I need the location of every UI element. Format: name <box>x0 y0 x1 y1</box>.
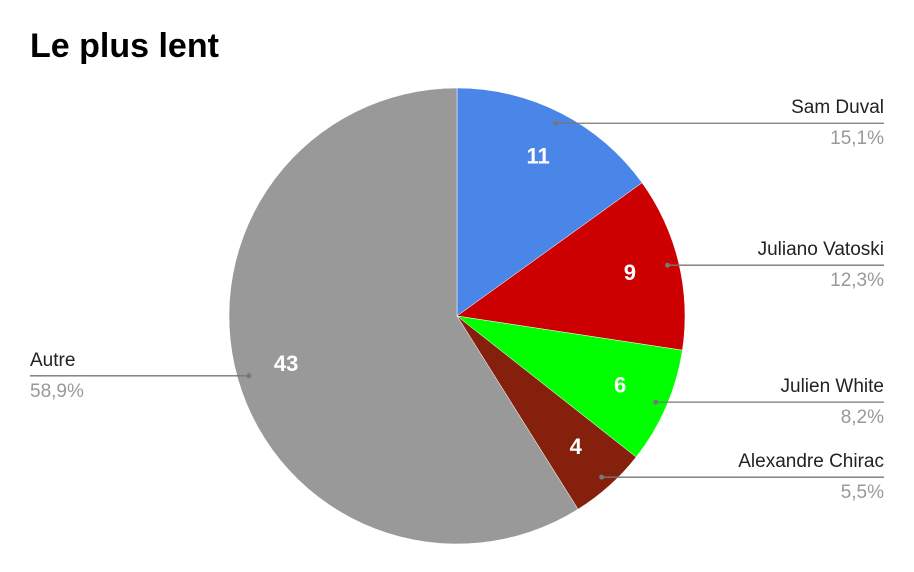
slice-label: 4 <box>570 434 583 459</box>
slice-label: 9 <box>624 260 636 285</box>
leader-dot <box>599 474 605 480</box>
leader-dot <box>246 373 252 379</box>
percent-label: 5,5% <box>841 482 884 503</box>
percent-label: 58,9% <box>30 381 84 402</box>
chart-title: Le plus lent <box>30 27 219 65</box>
pie-slice <box>456 315 683 458</box>
slice-label: 43 <box>274 351 298 376</box>
leader-dot <box>553 120 559 126</box>
legend-label: Autre <box>30 350 75 371</box>
slice-label: 6 <box>614 373 626 398</box>
leader-dot <box>653 399 659 405</box>
leader-dot <box>665 262 671 268</box>
legend-label: Juliano Vatoski <box>758 239 884 260</box>
slice-label: 11 <box>526 144 549 169</box>
legend-label: Julien White <box>781 376 885 397</box>
pie-slice <box>228 87 579 545</box>
pie-slice <box>456 182 686 351</box>
legend-label: Alexandre Chirac <box>738 451 884 472</box>
percent-label: 15,1% <box>830 128 884 149</box>
percent-label: 12,3% <box>830 270 884 291</box>
pie-slice <box>456 87 643 317</box>
percent-label: 8,2% <box>841 407 884 428</box>
legend-label: Sam Duval <box>791 97 884 118</box>
